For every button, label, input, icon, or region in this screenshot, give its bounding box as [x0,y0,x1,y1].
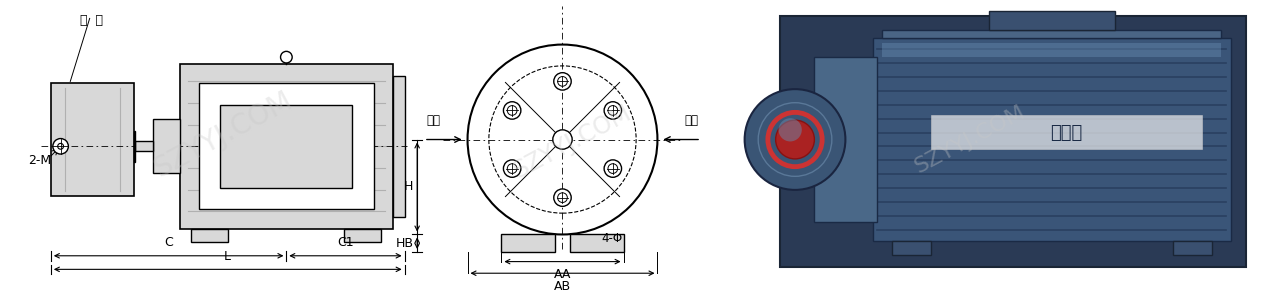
Circle shape [558,76,567,86]
Text: C: C [164,236,173,249]
Circle shape [507,164,517,173]
Circle shape [58,143,64,149]
Polygon shape [179,64,393,229]
Circle shape [745,89,845,190]
Text: C1: C1 [337,236,353,249]
Text: H: H [404,181,413,193]
Text: L: L [224,250,232,263]
Circle shape [778,118,801,141]
Circle shape [554,189,571,206]
Text: HB: HB [396,237,413,250]
Polygon shape [873,38,1231,241]
Polygon shape [502,235,554,252]
Polygon shape [393,76,404,217]
Polygon shape [51,83,134,196]
Text: 2-M: 2-M [28,154,51,167]
Circle shape [608,164,618,173]
Circle shape [553,130,572,149]
Polygon shape [892,241,931,255]
Text: SZYYJ.COM: SZYYJ.COM [910,102,1028,177]
Text: 4-Φ: 4-Φ [602,232,622,245]
Polygon shape [152,119,179,173]
Circle shape [608,106,618,115]
Polygon shape [814,57,877,222]
Text: AB: AB [554,280,571,293]
Circle shape [604,102,622,119]
Polygon shape [882,30,1221,38]
Circle shape [467,45,658,235]
Circle shape [507,106,517,115]
Circle shape [558,193,567,203]
Text: 液压件: 液压件 [1050,124,1083,142]
Circle shape [280,51,292,63]
Circle shape [554,73,571,90]
Text: 进口: 进口 [685,114,699,127]
Polygon shape [571,235,623,252]
Circle shape [503,160,521,177]
Polygon shape [192,229,228,242]
Polygon shape [882,43,1221,57]
Polygon shape [781,16,1245,268]
Circle shape [776,120,814,159]
Polygon shape [1172,241,1212,255]
Text: 出口: 出口 [426,114,440,127]
Circle shape [52,138,68,154]
Text: 油  泵: 油 泵 [79,14,102,26]
Text: AA: AA [554,268,571,281]
Polygon shape [931,115,1202,149]
Polygon shape [136,141,152,151]
Text: SZYYJ.COM: SZYYJ.COM [509,100,635,183]
Polygon shape [220,105,352,188]
Text: SZYYJ.COM: SZYYJ.COM [150,86,297,183]
Polygon shape [344,229,381,242]
Circle shape [604,160,622,177]
Polygon shape [200,83,374,209]
Circle shape [503,102,521,119]
Polygon shape [988,11,1115,30]
